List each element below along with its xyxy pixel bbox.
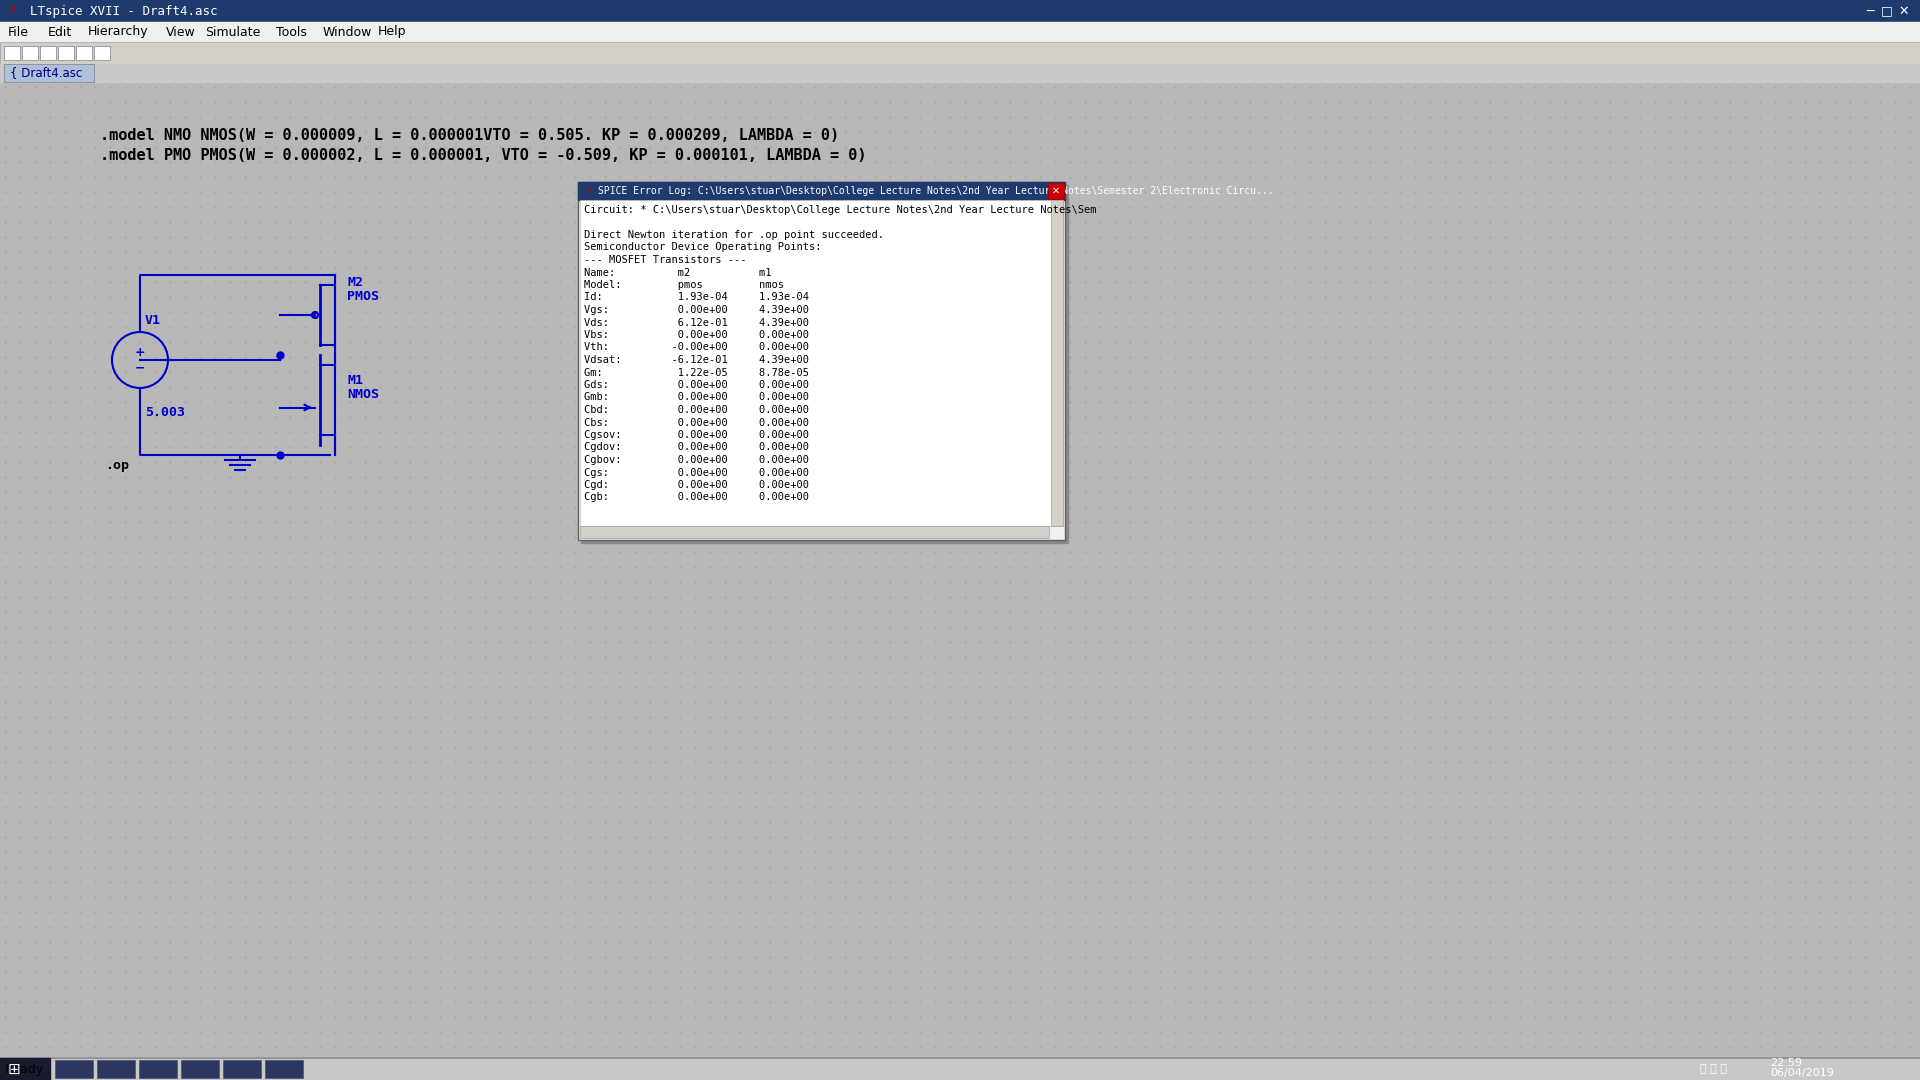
Text: --- MOSFET Transistors ---: --- MOSFET Transistors ---	[584, 255, 747, 265]
Text: Ready: Ready	[6, 1063, 44, 1076]
Text: Direct Newton iteration for .op point succeeded.: Direct Newton iteration for .op point su…	[584, 230, 883, 240]
Text: ⊞: ⊞	[8, 1062, 21, 1077]
Text: { Draft4.asc: { Draft4.asc	[10, 67, 83, 80]
Text: LTspice XVII - Draft4.asc: LTspice XVII - Draft4.asc	[31, 4, 217, 17]
Bar	[578, 183, 1066, 200]
Text: Edit: Edit	[48, 26, 73, 39]
Bar	[0, 1058, 1920, 1080]
Bar	[138, 1059, 177, 1078]
Text: .op: .op	[106, 459, 129, 472]
Bar	[21, 46, 38, 60]
Text: NMOS: NMOS	[348, 389, 378, 402]
Text: PMOS: PMOS	[348, 291, 378, 303]
Text: ⚡: ⚡	[584, 186, 591, 195]
Text: Semiconductor Device Operating Points:: Semiconductor Device Operating Points:	[584, 243, 822, 253]
Bar	[580, 526, 1048, 538]
Bar	[4, 64, 94, 82]
Text: Gds:           0.00e+00     0.00e+00: Gds: 0.00e+00 0.00e+00	[584, 380, 808, 390]
Text: Id:            1.93e-04     1.93e-04: Id: 1.93e-04 1.93e-04	[584, 293, 808, 302]
Text: ✕: ✕	[1052, 186, 1060, 195]
Text: 22:59: 22:59	[1770, 1058, 1803, 1068]
Bar	[582, 185, 1068, 543]
Text: Window: Window	[323, 26, 372, 39]
Bar	[180, 1059, 219, 1078]
Text: Name:          m2           m1: Name: m2 m1	[584, 268, 772, 278]
Text: Model:         pmos         nmos: Model: pmos nmos	[584, 280, 783, 291]
Text: 5.003: 5.003	[146, 405, 184, 418]
Text: Hierarchy: Hierarchy	[88, 26, 148, 39]
Text: Help: Help	[378, 26, 407, 39]
Bar	[0, 1058, 1920, 1080]
Bar	[77, 46, 92, 60]
Bar	[578, 183, 1066, 540]
Text: Cgsov:         0.00e+00     0.00e+00: Cgsov: 0.00e+00 0.00e+00	[584, 430, 808, 440]
Text: File: File	[8, 26, 29, 39]
Text: □: □	[1882, 4, 1893, 17]
Text: Cgdov:         0.00e+00     0.00e+00: Cgdov: 0.00e+00 0.00e+00	[584, 443, 808, 453]
Text: +: +	[134, 346, 146, 359]
Text: Cgd:           0.00e+00     0.00e+00: Cgd: 0.00e+00 0.00e+00	[584, 480, 808, 490]
Text: Simulate: Simulate	[205, 26, 261, 39]
Bar	[1050, 200, 1064, 526]
Text: V1: V1	[146, 313, 161, 326]
Text: ⚡: ⚡	[8, 4, 17, 18]
Text: −: −	[134, 362, 146, 375]
Text: .model NMO NMOS(W = 0.000009, L = 0.000001VTO = 0.505. KP = 0.000209, LAMBDA = 0: .model NMO NMOS(W = 0.000009, L = 0.0000…	[100, 127, 839, 143]
Text: Cgbov:         0.00e+00     0.00e+00: Cgbov: 0.00e+00 0.00e+00	[584, 455, 808, 465]
Bar	[0, 42, 1920, 64]
Text: View: View	[165, 26, 196, 39]
Bar	[0, 64, 1920, 82]
Text: .model PMO PMOS(W = 0.000002, L = 0.000001, VTO = -0.509, KP = 0.000101, LAMBDA : .model PMO PMOS(W = 0.000002, L = 0.0000…	[100, 148, 866, 162]
Text: M1: M1	[348, 374, 363, 387]
Bar	[98, 1059, 134, 1078]
Bar	[56, 1059, 92, 1078]
Text: Cbd:           0.00e+00     0.00e+00: Cbd: 0.00e+00 0.00e+00	[584, 405, 808, 415]
Bar	[0, 22, 1920, 42]
Bar	[0, 0, 1920, 22]
Bar	[0, 1058, 50, 1080]
Text: Vds:           6.12e-01     4.39e+00: Vds: 6.12e-01 4.39e+00	[584, 318, 808, 327]
Text: Cgb:           0.00e+00     0.00e+00: Cgb: 0.00e+00 0.00e+00	[584, 492, 808, 502]
Text: SPICE Error Log: C:\Users\stuar\Desktop\College Lecture Notes\2nd Year Lecture N: SPICE Error Log: C:\Users\stuar\Desktop\…	[597, 186, 1273, 195]
Text: M2: M2	[348, 276, 363, 289]
Bar	[1048, 183, 1064, 199]
Text: Cgs:           0.00e+00     0.00e+00: Cgs: 0.00e+00 0.00e+00	[584, 468, 808, 477]
Bar	[58, 46, 75, 60]
Bar	[94, 46, 109, 60]
Bar	[223, 1059, 261, 1078]
Bar	[580, 200, 1064, 526]
Text: ─: ─	[1866, 4, 1874, 17]
Text: 06/04/2019: 06/04/2019	[1770, 1068, 1834, 1078]
Text: Vdsat:        -6.12e-01     4.39e+00: Vdsat: -6.12e-01 4.39e+00	[584, 355, 808, 365]
Bar	[265, 1059, 303, 1078]
Text: Gmb:           0.00e+00     0.00e+00: Gmb: 0.00e+00 0.00e+00	[584, 392, 808, 403]
Text: 🔔 🔊 📶: 🔔 🔊 📶	[1699, 1064, 1726, 1074]
Text: Tools: Tools	[275, 26, 307, 39]
Text: ✕: ✕	[1899, 4, 1908, 17]
Bar	[40, 46, 56, 60]
Bar	[4, 46, 19, 60]
Text: Vgs:           0.00e+00     4.39e+00: Vgs: 0.00e+00 4.39e+00	[584, 305, 808, 315]
Text: Gm:            1.22e-05     8.78e-05: Gm: 1.22e-05 8.78e-05	[584, 367, 808, 378]
Text: Cbs:           0.00e+00     0.00e+00: Cbs: 0.00e+00 0.00e+00	[584, 418, 808, 428]
Text: Vth:          -0.00e+00     0.00e+00: Vth: -0.00e+00 0.00e+00	[584, 342, 808, 352]
Text: Circuit: * C:\Users\stuar\Desktop\College Lecture Notes\2nd Year Lecture Notes\S: Circuit: * C:\Users\stuar\Desktop\Colleg…	[584, 205, 1096, 215]
Text: Vbs:           0.00e+00     0.00e+00: Vbs: 0.00e+00 0.00e+00	[584, 330, 808, 340]
